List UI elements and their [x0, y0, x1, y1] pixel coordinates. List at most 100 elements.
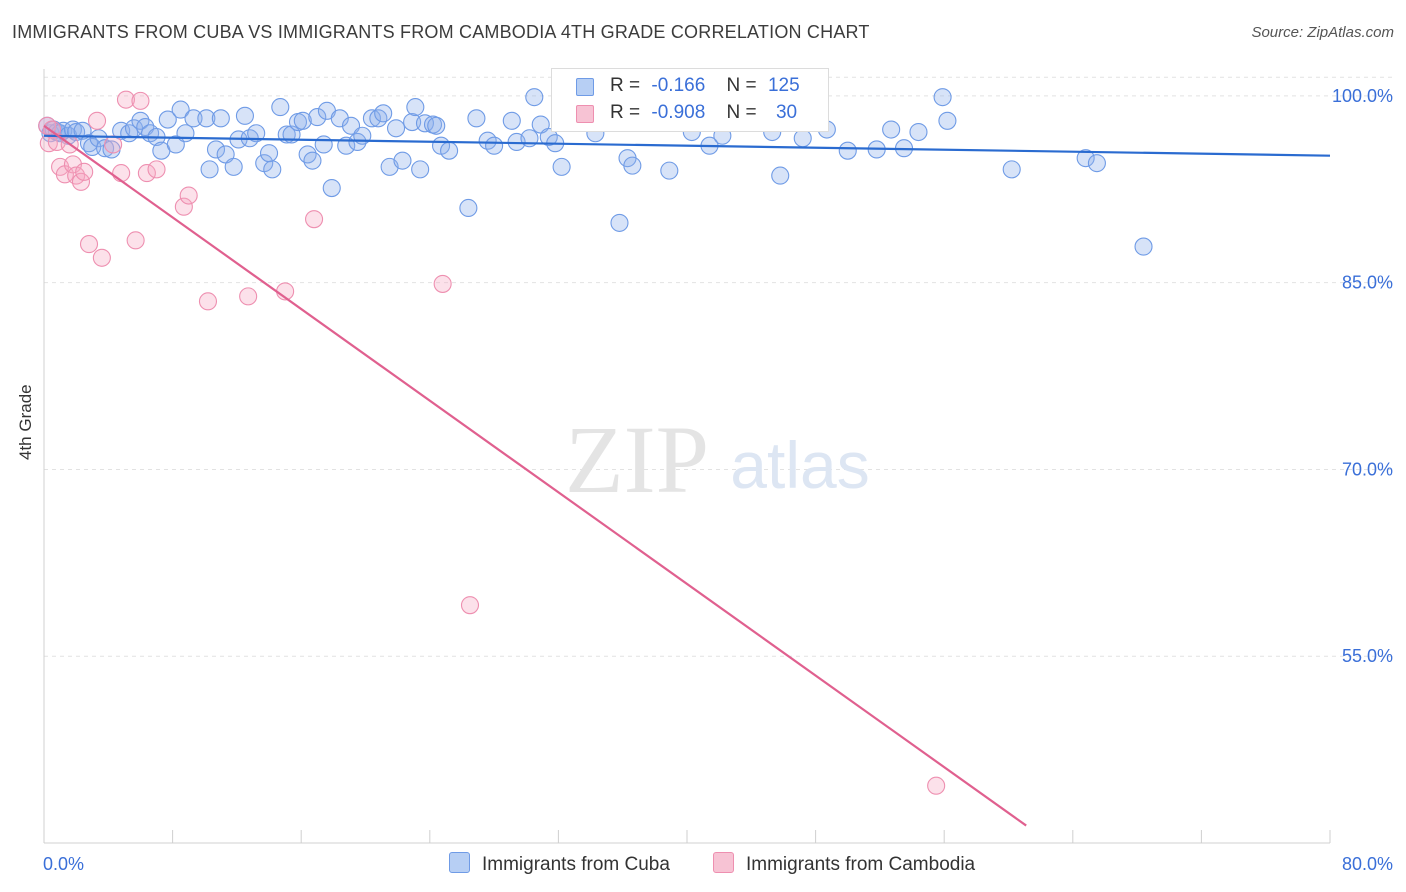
- bottom-legend-swatch-cambodia: [713, 852, 734, 873]
- point-cuba: [1087, 154, 1106, 173]
- point-cambodia: [147, 160, 166, 179]
- point-cambodia: [927, 776, 946, 795]
- point-cuba: [200, 160, 219, 179]
- point-cuba: [224, 157, 243, 176]
- point-cuba: [1134, 237, 1153, 256]
- point-cuba: [467, 109, 486, 128]
- point-cuba: [131, 111, 150, 130]
- point-cuba: [348, 132, 367, 152]
- bottom-legend-swatch-cuba: [449, 852, 470, 873]
- point-cuba: [485, 136, 504, 155]
- point-cambodia: [239, 287, 258, 306]
- point-cambodia: [75, 162, 94, 181]
- bottom-legend-cambodia: Immigrants from Cambodia: [713, 852, 975, 876]
- point-cuba: [1002, 160, 1021, 179]
- trend-line-cambodia: [43, 124, 1027, 827]
- point-cuba: [393, 151, 412, 170]
- point-cuba: [197, 109, 216, 128]
- point-cuba: [938, 111, 957, 130]
- legend-r-label: R =: [610, 102, 641, 123]
- point-cuba: [235, 106, 254, 125]
- point-cambodia: [116, 90, 136, 109]
- bottom-legend-label-cuba: Immigrants from Cuba: [482, 854, 670, 875]
- axes: [43, 69, 1331, 844]
- watermark-zip: ZIP: [565, 406, 709, 513]
- point-cuba: [369, 109, 388, 128]
- point-cuba: [259, 144, 279, 163]
- legend-r-value-cuba: -0.166: [651, 75, 706, 96]
- point-cuba: [440, 141, 459, 160]
- legend-swatch-cuba: [576, 78, 594, 96]
- legend-n-label: N =: [726, 102, 757, 123]
- point-cuba: [838, 141, 857, 160]
- point-cuba: [427, 116, 446, 135]
- source-label: Source: ZipAtlas.com: [1251, 24, 1394, 41]
- point-cambodia: [79, 235, 99, 254]
- point-cuba: [314, 135, 333, 154]
- point-cuba: [176, 124, 195, 143]
- point-cambodia: [137, 164, 156, 183]
- stats-legend: R = -0.166 N = 125 R = -0.908 N = 30: [551, 68, 829, 132]
- point-cuba: [610, 213, 629, 232]
- point-cuba: [63, 120, 82, 139]
- point-cuba: [459, 198, 478, 218]
- point-cuba: [206, 140, 226, 159]
- point-cuba: [386, 119, 406, 138]
- point-cuba: [1076, 149, 1095, 168]
- point-cuba: [406, 98, 425, 117]
- point-cuba: [374, 104, 393, 123]
- point-cambodia: [179, 186, 198, 205]
- point-cambodia: [305, 210, 324, 229]
- point-cuba: [362, 109, 381, 128]
- point-cuba: [771, 166, 790, 185]
- point-cuba: [158, 110, 177, 129]
- point-cuba: [211, 109, 230, 128]
- y-tick-label: 85.0%: [1342, 273, 1393, 293]
- bottom-legend-label-cambodia: Immigrants from Cambodia: [746, 854, 976, 875]
- point-cambodia: [63, 155, 82, 174]
- point-cuba: [552, 157, 571, 176]
- gridlines: [44, 76, 1394, 657]
- y-tick-label: 70.0%: [1342, 459, 1393, 479]
- trend-line-cuba: [43, 134, 1331, 157]
- point-cambodia: [131, 91, 150, 110]
- point-cambodia: [92, 248, 111, 267]
- point-cuba: [502, 111, 521, 130]
- point-cambodia: [198, 292, 218, 311]
- chart-title: IMMIGRANTS FROM CUBA VS IMMIGRANTS FROM …: [12, 22, 870, 42]
- point-cuba: [793, 129, 812, 148]
- x-tick-label-min: 0.0%: [43, 854, 84, 874]
- point-cuba: [933, 88, 952, 107]
- x-tick-label-max: 80.0%: [1342, 854, 1393, 874]
- point-cuba: [330, 109, 349, 128]
- watermark-atlas: atlas: [730, 428, 869, 502]
- point-cuba: [293, 111, 312, 130]
- point-cuba: [308, 108, 327, 127]
- y-tick-label: 100.0%: [1332, 86, 1393, 106]
- legend-n-label: N =: [726, 75, 757, 96]
- legend-n-value-cuba: 125: [767, 75, 800, 96]
- point-cuba: [909, 122, 928, 142]
- legend-r-value-cambodia: -0.908: [651, 102, 706, 123]
- point-cuba: [882, 120, 901, 139]
- point-cambodia: [460, 596, 480, 615]
- point-cuba: [411, 160, 430, 179]
- tick-labels: 100.0% 85.0% 70.0% 55.0% 0.0% 80.0%: [43, 86, 1393, 874]
- point-cuba: [660, 161, 679, 180]
- trend-lines: [43, 124, 1331, 827]
- watermark: ZIP atlas: [565, 406, 870, 513]
- legend-r-label: R =: [610, 75, 641, 96]
- point-cuba: [184, 109, 203, 128]
- point-cuba: [247, 124, 266, 143]
- point-cambodia: [87, 111, 107, 130]
- point-cuba: [171, 100, 190, 119]
- point-cambodia: [104, 135, 123, 154]
- point-cambodia: [71, 172, 91, 191]
- point-cambodia: [174, 197, 193, 216]
- point-cuba: [298, 145, 317, 164]
- point-cuba: [623, 156, 642, 175]
- legend-swatch-cambodia: [576, 105, 594, 123]
- point-cuba: [403, 113, 422, 132]
- legend-n-value-cambodia: 30: [775, 102, 798, 123]
